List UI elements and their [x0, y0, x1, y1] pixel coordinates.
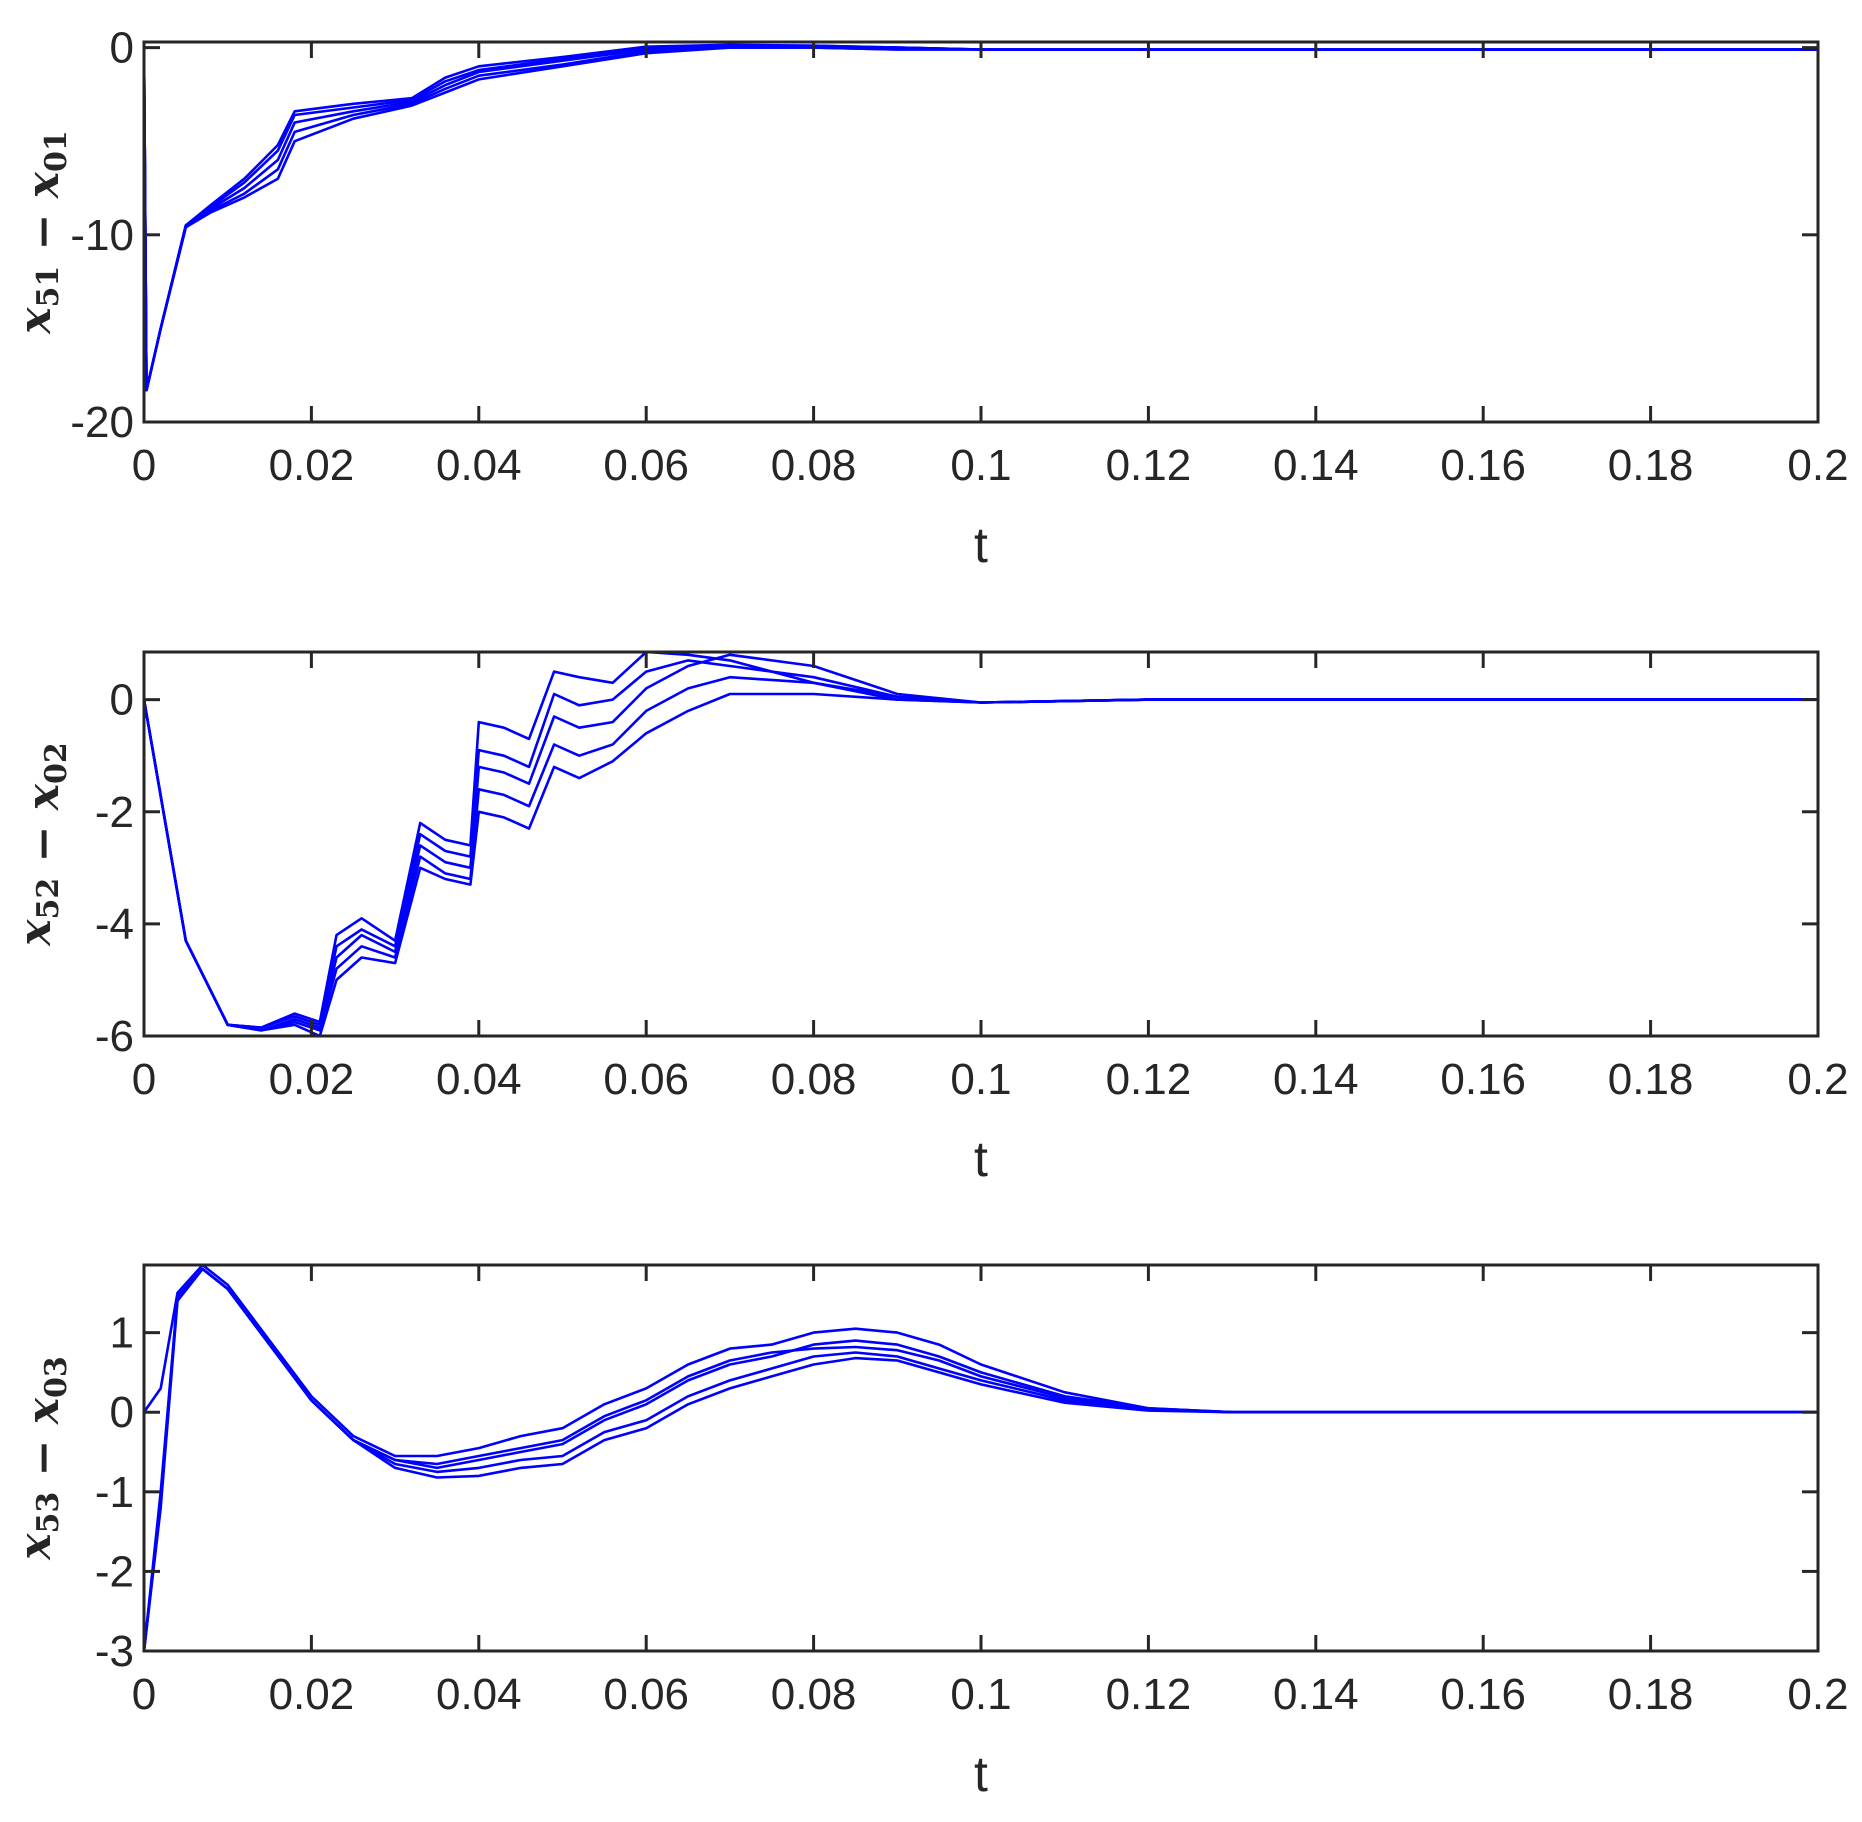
x-tick-label: 0.16	[1440, 441, 1526, 490]
series-line-5	[144, 1267, 1818, 1651]
x-tick-label: 0.02	[269, 1055, 355, 1104]
y-axis-label: x53 − x03	[10, 1356, 74, 1560]
y-tick-label: -1	[95, 1468, 134, 1517]
x-tick-label: 0.1	[950, 441, 1011, 490]
x-tick-label: 0.04	[436, 1670, 522, 1719]
x-tick-label: 0.1	[950, 1670, 1011, 1719]
x-tick-label: 0.12	[1106, 441, 1192, 490]
x-axis-label: t	[974, 517, 988, 573]
x-tick-label: 0.18	[1608, 1055, 1694, 1104]
x-tick-label: 0.08	[771, 1670, 857, 1719]
y-tick-label: -2	[95, 788, 134, 837]
x-tick-label: 0	[132, 1055, 156, 1104]
x-axis-label: t	[974, 1746, 988, 1802]
y-tick-label: -4	[95, 900, 134, 949]
x-tick-label: 0.06	[603, 1055, 689, 1104]
x-tick-label: 0.1	[950, 1055, 1011, 1104]
series-line-4	[144, 692, 1818, 1036]
x-tick-label: 0.18	[1608, 1670, 1694, 1719]
x-tick-label: 0.2	[1787, 441, 1848, 490]
x-tick-label: 0.16	[1440, 1670, 1526, 1719]
series-line-3	[144, 675, 1818, 1032]
y-tick-label: 0	[110, 24, 134, 73]
y-axis-label: x51 − x01	[10, 130, 74, 334]
x-tick-label: 0.2	[1787, 1055, 1848, 1104]
subplot-1: 0 0.02 0.04 0.06 0.08 0.1 0.12 0.14 0.16 0.18 0.2 -…	[10, 24, 1849, 573]
x-tick-label: 0.14	[1273, 1055, 1359, 1104]
y-tick-label: 0	[110, 1388, 134, 1437]
series-line-1	[144, 652, 1818, 1029]
subplot-2: 0 0.02 0.04 0.06 0.08 0.1 0.12 0.14 0.16 0.18 0.2 -…	[10, 650, 1849, 1187]
series-line-5	[144, 659, 1818, 1029]
y-tick-label: -10	[70, 211, 134, 260]
x-tick-label: 0.06	[603, 1670, 689, 1719]
x-tick-label: 0.16	[1440, 1055, 1526, 1104]
series-line-5	[144, 43, 1818, 392]
x-tick-label: 0.02	[269, 1670, 355, 1719]
x-tick-label: 0.14	[1273, 1670, 1359, 1719]
x-tick-label: 0.04	[436, 1055, 522, 1104]
x-tick-label: 0.02	[269, 441, 355, 490]
axes-frame	[142, 650, 1820, 1038]
x-tick-label: 0.2	[1787, 1670, 1848, 1719]
series-line-1	[144, 1265, 1818, 1458]
y-tick-label: 1	[110, 1309, 134, 1358]
x-tick-label: 0.14	[1273, 441, 1359, 490]
y-tick-label: -6	[95, 1012, 134, 1061]
series-line-3	[144, 44, 1818, 392]
series-line-2	[144, 653, 1818, 1032]
y-tick-label: -3	[95, 1627, 134, 1676]
y-tick-label: 0	[110, 676, 134, 725]
series-line-1	[144, 44, 1818, 392]
x-tick-label: 0.08	[771, 1055, 857, 1104]
subplot-3: 0 0.02 0.04 0.06 0.08 0.1 0.12 0.14 0.16 0.18 0.2 -…	[10, 1263, 1849, 1802]
x-tick-label: 0.12	[1106, 1670, 1192, 1719]
x-tick-label: 0.06	[603, 441, 689, 490]
y-tick-label: -2	[95, 1547, 134, 1596]
axes-frame	[142, 1263, 1820, 1653]
series-group	[144, 652, 1818, 1036]
x-tick-label: 0	[132, 441, 156, 490]
x-tick-label: 0.12	[1106, 1055, 1192, 1104]
x-tick-label: 0.04	[436, 441, 522, 490]
x-tick-label: 0.18	[1608, 441, 1694, 490]
y-axis-label: x52 − x02	[10, 742, 74, 946]
x-axis-label: t	[974, 1131, 988, 1187]
series-group	[144, 43, 1818, 392]
x-tick-label: 0.08	[771, 441, 857, 490]
x-tick-label: 0	[132, 1670, 156, 1719]
y-tick-label: -20	[70, 398, 134, 447]
series-group	[144, 1265, 1818, 1651]
